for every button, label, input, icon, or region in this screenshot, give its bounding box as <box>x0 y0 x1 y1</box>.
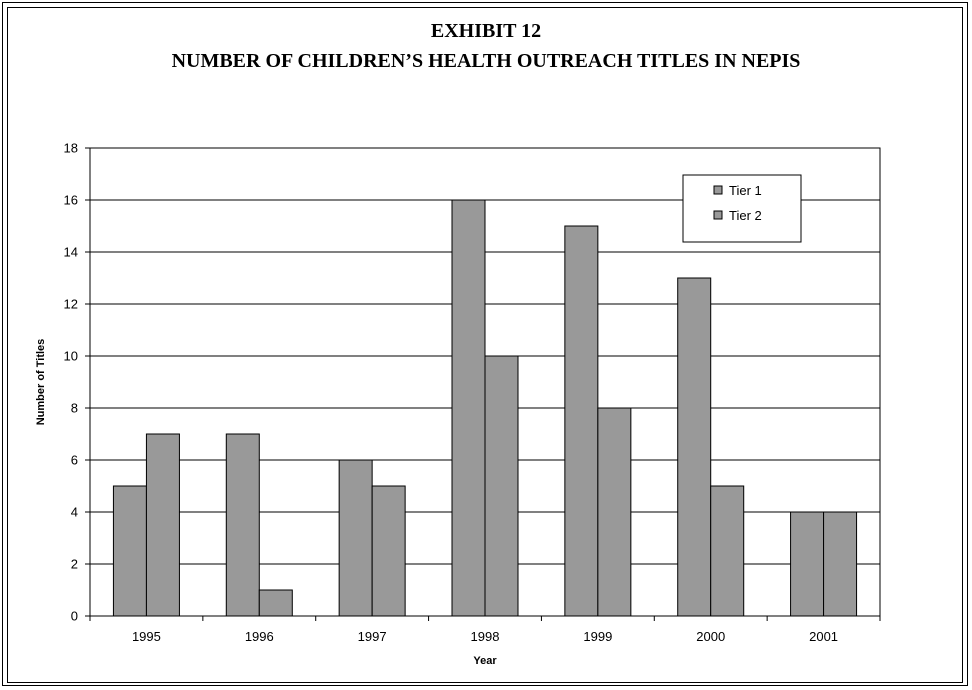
chart-title-line-1: EXHIBIT 12 <box>430 20 542 42</box>
y-tick-label: 12 <box>64 297 78 312</box>
y-tick-label: 8 <box>71 401 78 416</box>
x-tick-label: 2000 <box>696 629 725 644</box>
legend: Tier 1 Tier 2 <box>682 174 802 243</box>
bar-tier-2-1998 <box>484 355 519 617</box>
bar-tier-1-1995 <box>112 485 147 617</box>
bar-tier-1-1997 <box>338 459 373 617</box>
plot-area <box>89 147 881 617</box>
axis-labels: 0 2 4 6 8 10 12 14 16 18 1995 1996 1997 1998 1999 2000 2… <box>35 141 838 668</box>
legend-box <box>682 174 802 243</box>
x-tick-label: 1996 <box>245 629 274 644</box>
y-tick-label: 2 <box>71 557 78 572</box>
x-tick-label: 2001 <box>809 629 838 644</box>
legend-swatch <box>713 210 723 220</box>
y-tick-label: 14 <box>64 245 78 260</box>
x-tick-label: 1999 <box>583 629 612 644</box>
bar-tier-1-2001 <box>790 511 825 617</box>
chart-title-line-2: NUMBER OF CHILDREN’S HEALTH OUTREACH TIT… <box>171 50 801 72</box>
axes <box>85 147 881 621</box>
y-tick-label: 6 <box>71 453 78 468</box>
x-tick-label: 1998 <box>471 629 500 644</box>
legend-label: Tier 1 <box>729 183 762 198</box>
y-tick-label: 10 <box>64 349 78 364</box>
y-tick-label: 4 <box>71 505 78 520</box>
legend-swatch <box>713 185 723 195</box>
legend-label: Tier 2 <box>729 208 762 223</box>
x-axis-title: Year <box>473 655 497 667</box>
x-tick-label: 1997 <box>358 629 387 644</box>
bar-tier-2-1995 <box>145 433 180 617</box>
inner-frame <box>7 7 963 683</box>
y-tick-label: 0 <box>71 609 78 624</box>
bar-tier-2-1996 <box>258 589 293 617</box>
bar-tier-1-1996 <box>225 433 260 617</box>
x-tick-label: 1995 <box>132 629 161 644</box>
bar-tier-1-1998 <box>451 199 486 617</box>
bars <box>112 199 858 617</box>
bar-tier-1-1999 <box>564 225 599 617</box>
bar-tier-2-1997 <box>371 485 406 617</box>
bar-tier-2-2001 <box>823 511 858 617</box>
y-tick-label: 16 <box>64 193 78 208</box>
bar-tier-2-2000 <box>710 485 745 617</box>
bar-tier-2-1999 <box>597 407 632 617</box>
y-axis-title: Number of Titles <box>35 339 47 426</box>
y-tick-label: 18 <box>64 141 78 156</box>
bar-tier-1-2000 <box>677 277 712 617</box>
